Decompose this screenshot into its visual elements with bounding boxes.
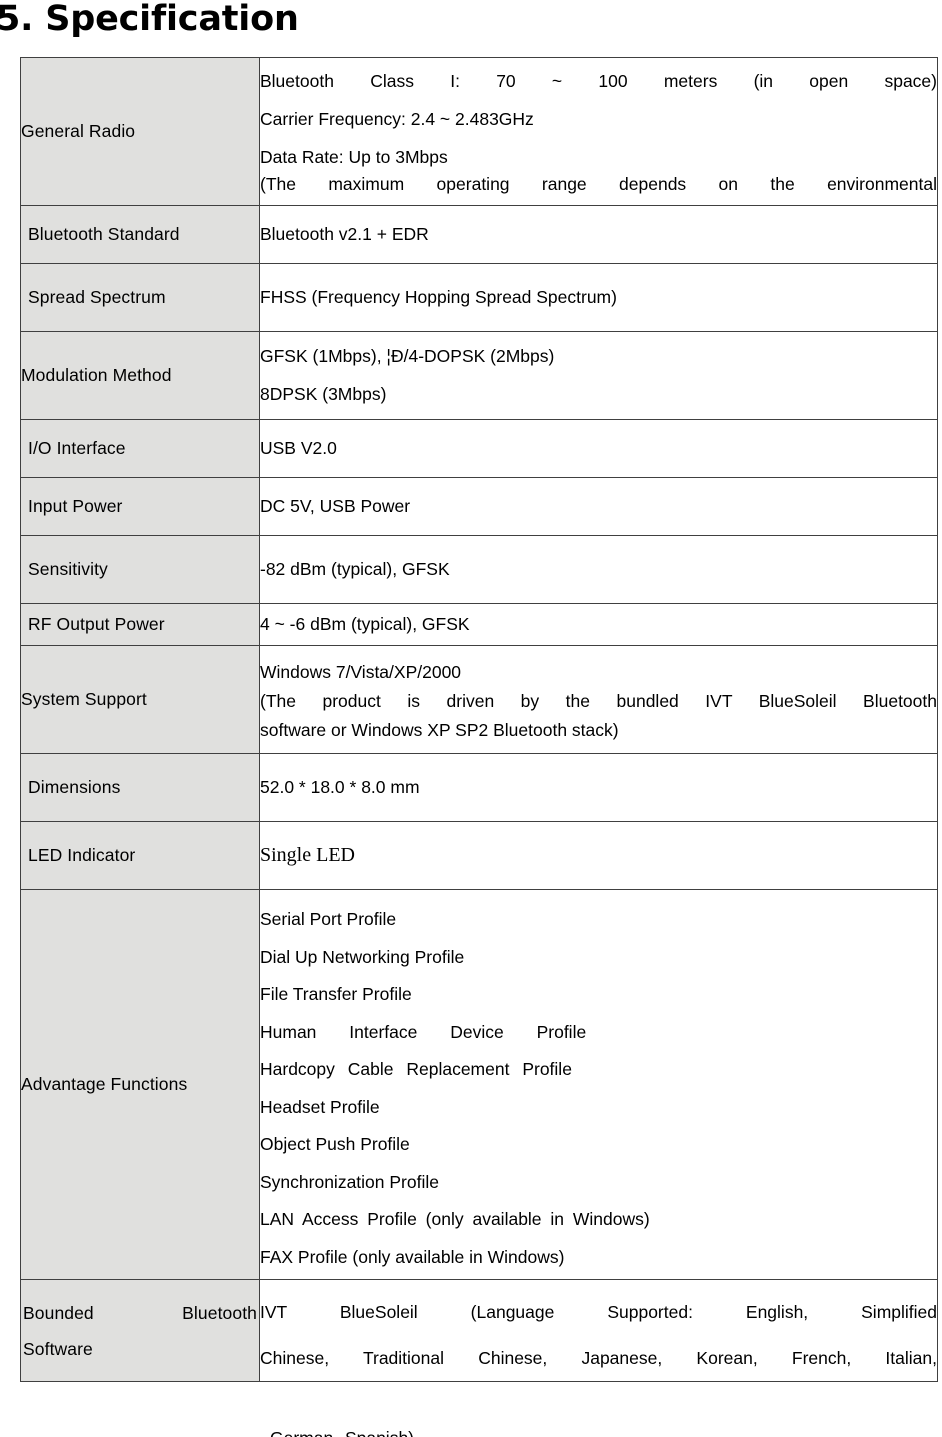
row-value-modulation-method: GFSK (1Mbps), ¦Ð/4-DOPSK (2Mbps) 8DPSK (…: [259, 331, 938, 420]
table-row: General Radio Bluetooth Class I: 70 ~ 10…: [20, 57, 938, 206]
row-label-rf-output-power: RF Output Power: [20, 603, 260, 646]
row-value-io-interface: USB V2.0: [259, 419, 938, 478]
table-row: Spread Spectrum FHSS (Frequency Hopping …: [20, 263, 938, 332]
row-label-bluetooth-standard: Bluetooth Standard: [20, 205, 260, 264]
row-value-system-support: Windows 7/Vista/XP/2000 (The product is …: [259, 645, 938, 754]
table-row: Modulation Method GFSK (1Mbps), ¦Ð/4-DOP…: [20, 331, 938, 420]
row-label-led-indicator: LED Indicator: [20, 821, 260, 890]
page-title: 5. Specification: [0, 0, 299, 39]
table-row: Bluetooth Standard Bluetooth v2.1 + EDR: [20, 205, 938, 264]
table-row: I/O Interface USB V2.0: [20, 419, 938, 478]
table-row: Advantage Functions Serial Port Profile …: [20, 889, 938, 1280]
row-value-advantage-functions: Serial Port Profile Dial Up Networking P…: [259, 889, 938, 1280]
row-value-rf-output-power: 4 ~ -6 dBm (typical), GFSK: [259, 603, 938, 646]
row-label-io-interface: I/O Interface: [20, 419, 260, 478]
row-label-dimensions: Dimensions: [20, 753, 260, 822]
row-label-bounded-bluetooth-software: Bounded Bluetooth Software: [20, 1279, 260, 1382]
table-row: Input Power DC 5V, USB Power: [20, 477, 938, 536]
row-label-sensitivity: Sensitivity: [20, 535, 260, 604]
table-row: Sensitivity -82 dBm (typical), GFSK: [20, 535, 938, 604]
row-value-sensitivity: -82 dBm (typical), GFSK: [259, 535, 938, 604]
row-label-spread-spectrum: Spread Spectrum: [20, 263, 260, 332]
clipped-overflow-text: German, Spanish): [270, 1428, 414, 1437]
table-row: Bounded Bluetooth Software IVT BlueSolei…: [20, 1279, 938, 1382]
row-value-dimensions: 52.0 * 18.0 * 8.0 mm: [259, 753, 938, 822]
table-row: System Support Windows 7/Vista/XP/2000 (…: [20, 645, 938, 754]
table-row: Dimensions 52.0 * 18.0 * 8.0 mm: [20, 753, 938, 822]
row-label-general-radio: General Radio: [20, 57, 260, 206]
specification-table: General Radio Bluetooth Class I: 70 ~ 10…: [20, 57, 938, 1382]
row-value-spread-spectrum: FHSS (Frequency Hopping Spread Spectrum): [259, 263, 938, 332]
row-value-bluetooth-standard: Bluetooth v2.1 + EDR: [259, 205, 938, 264]
row-label-advantage-functions: Advantage Functions: [20, 889, 260, 1280]
row-value-led-indicator: Single LED: [259, 821, 938, 890]
table-row: LED Indicator Single LED: [20, 821, 938, 890]
row-value-bounded-bluetooth-software: IVT BlueSoleil (Language Supported: Engl…: [259, 1279, 938, 1382]
row-label-system-support: System Support: [20, 645, 260, 754]
row-label-modulation-method: Modulation Method: [20, 331, 260, 420]
row-label-input-power: Input Power: [20, 477, 260, 536]
table-row: RF Output Power 4 ~ -6 dBm (typical), GF…: [20, 603, 938, 646]
row-value-general-radio: Bluetooth Class I: 70 ~ 100 meters (in o…: [259, 57, 938, 206]
row-value-input-power: DC 5V, USB Power: [259, 477, 938, 536]
